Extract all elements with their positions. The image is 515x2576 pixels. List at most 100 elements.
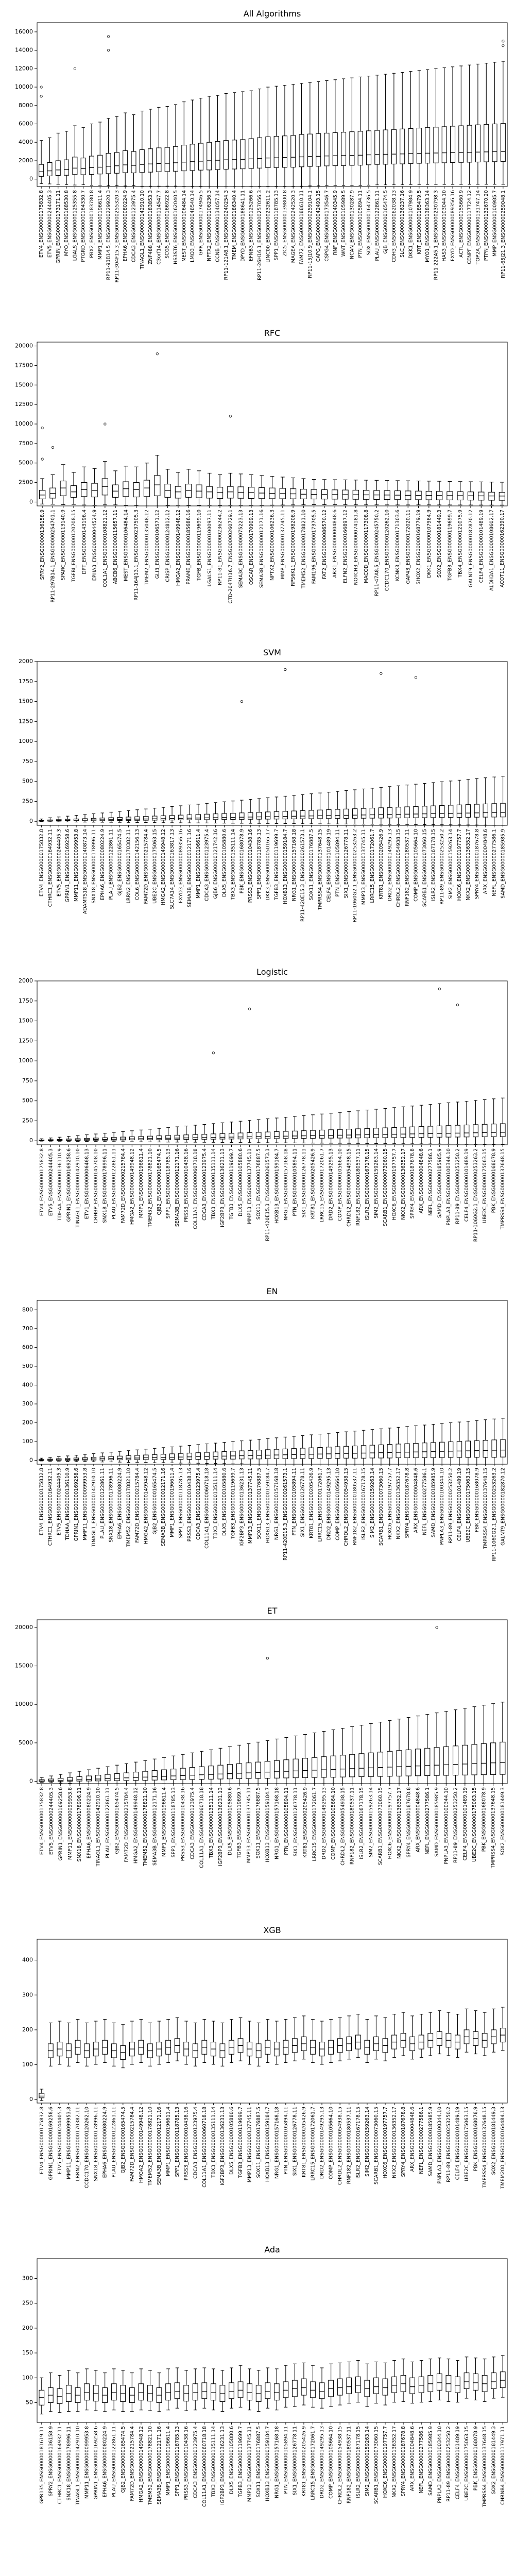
x-tick-label: UBE2C_ENSG00000175063.15 xyxy=(482,1148,488,1223)
iqr-box xyxy=(431,1442,436,1458)
x-tick-label: KRT81_ENSG00000205426.9 xyxy=(301,2107,307,2177)
x-tick-label: PBK_ENSG00000168078.9 xyxy=(239,829,245,893)
box-7 xyxy=(112,470,119,505)
x-tick-label: CRISP_ENSG00000124812.12 xyxy=(165,510,171,582)
outlier-point xyxy=(41,426,44,430)
box-38 xyxy=(382,1108,388,1144)
x-tick-label: SEMA3B_ENSG00000012171.16 xyxy=(157,2107,162,2185)
x-tick-label: SAMD_ENSG00000185985.9 xyxy=(431,1468,436,1537)
box-35 xyxy=(405,480,411,505)
x-tick-label: TMEM52_ENSG00000178821.10 xyxy=(301,510,306,589)
x-tick-label: LGALS_ENSG00000125355.8 xyxy=(72,190,78,261)
iqr-box xyxy=(346,2377,352,2394)
x-tick-label: MMP1_ENSG00000196611.4 xyxy=(196,829,201,899)
box-47 xyxy=(464,1100,470,1145)
box-13 xyxy=(152,1448,158,1463)
x-tick-label: TDHAA_ENSG00000136110.9 xyxy=(57,1148,63,1221)
box-47 xyxy=(433,68,439,185)
x-tick-label: DPYD_ENSG00000188641.11 xyxy=(240,190,246,262)
box-33 xyxy=(326,792,332,824)
iqr-box xyxy=(257,137,263,168)
x-tick-label: NRG1_ENSG00000157168.18 xyxy=(274,1787,280,1859)
iqr-box xyxy=(239,812,245,820)
box-30 xyxy=(352,480,359,505)
iqr-box xyxy=(308,1447,314,1459)
box-28 xyxy=(332,479,338,505)
box-36 xyxy=(415,480,422,505)
x-tick-label: HS3ST6_ENSG00000162040.5 xyxy=(173,190,179,264)
x-tick-label: SNX18_ENSG00000178996.11 xyxy=(91,829,97,904)
x-tick-label: HOXC6_ENSG00000197757.7 xyxy=(457,829,462,901)
x-tick-label: PBK_ENSG00000168078.9 xyxy=(473,2426,479,2490)
box-28 xyxy=(292,2363,298,2407)
box-26 xyxy=(265,797,271,824)
x-tick-label: MAGEA_ENSG00000242520.3 xyxy=(290,190,296,263)
x-tick-label: CDCA3_ENSG00000123975.4 xyxy=(202,1148,208,1221)
box-42 xyxy=(418,2013,424,2058)
iqr-box xyxy=(164,484,171,498)
iqr-box xyxy=(99,818,106,821)
x-tick-label: KRT81_ENSG00000205426.9 xyxy=(379,829,384,900)
x-tick-label: GJB2_ENSG00000165474.5 xyxy=(152,1468,158,1535)
iqr-box xyxy=(441,126,447,163)
box-11 xyxy=(131,114,136,186)
box-35 xyxy=(344,1431,349,1465)
box-16 xyxy=(189,1752,195,1784)
box-50 xyxy=(458,65,464,185)
y-tick-label: 0 xyxy=(29,176,33,182)
iqr-box xyxy=(195,814,201,820)
y-tick-label: 800 xyxy=(22,1306,33,1313)
iqr-box xyxy=(213,1451,218,1460)
box-15 xyxy=(180,1754,186,1784)
x-tick-label: FAM72_ENSG00000188610.11 xyxy=(299,190,305,264)
x-tick-label: RP11-89_ENSG00000253250.2 xyxy=(448,1468,454,1544)
outlier-point xyxy=(380,672,383,675)
iqr-box xyxy=(448,1441,454,1458)
y-tick-label: 1500 xyxy=(19,698,33,705)
box-10 xyxy=(143,463,150,506)
x-tick-label: TGFB3_ENSG00000119699.7 xyxy=(238,2426,244,2498)
box-42 xyxy=(391,73,397,185)
box-32 xyxy=(339,1727,346,1784)
box-18 xyxy=(190,99,195,187)
x-tick-label: NKX2_ENSG00000136352.17 xyxy=(396,1468,402,1539)
box-42 xyxy=(404,785,410,825)
box-11 xyxy=(154,352,161,506)
x-tick-label: MMP1_ENSG00000196611.4 xyxy=(162,1787,167,1857)
box-9 xyxy=(114,116,119,187)
box-34 xyxy=(324,80,330,186)
panel-title: All Algorithms xyxy=(244,9,301,19)
x-tick-label: UBE2C_ENSG00000175063.15 xyxy=(152,829,158,904)
x-tick-label: PNPLA3_ENSG00000100344.10 xyxy=(446,1148,452,1225)
x-tick-label: ARX_ENSG00000004848.6 xyxy=(410,2107,416,2172)
iqr-box xyxy=(439,805,445,818)
iqr-box xyxy=(448,805,454,818)
box-13 xyxy=(152,808,158,823)
y-tick-label: 300 xyxy=(22,1991,33,1998)
box-43 xyxy=(443,1711,449,1784)
x-tick-label: PLAU_ENSG00000122861.11 xyxy=(109,829,114,900)
box-8 xyxy=(111,2368,117,2411)
x-tick-label: RNF182_ENSG00000180537.11 xyxy=(405,829,410,906)
x-tick-label: SIX1_ENSG00000126778.11 xyxy=(300,1468,306,1537)
x-tick-label: DKK1_ENSG00000107984.9 xyxy=(426,510,432,578)
iqr-box xyxy=(500,1123,506,1137)
x-tick-label: SIM2_ENSG00000159263.14 xyxy=(448,829,454,899)
box-31 xyxy=(330,1729,336,1784)
x-tick-label: EPHA3_ENSG00000044524.9 xyxy=(92,510,98,581)
x-tick-label: HMGA2_ENSG00000149948.12 xyxy=(133,1787,139,1863)
box-20 xyxy=(219,2022,226,2066)
box-11 xyxy=(138,1129,144,1142)
box-37 xyxy=(373,2015,379,2060)
iqr-box xyxy=(248,812,253,820)
x-tick-label: TGFB_ENSG00000119699.10 xyxy=(196,510,202,581)
x-tick-label: LRRC15_ENSG00000172061.7 xyxy=(312,1787,318,1861)
box-4 xyxy=(75,1135,81,1142)
iqr-box xyxy=(482,1124,488,1138)
iqr-box xyxy=(76,1776,82,1782)
x-tick-label: LRRC15_ENSG00000172061.7 xyxy=(311,2426,316,2500)
x-tick-label: ARX_ENSG00000004848.6 xyxy=(410,2426,416,2491)
box-27 xyxy=(283,2019,289,2063)
x-tick-label: DRD2_ENSG00000149295.13 xyxy=(319,2426,325,2498)
x-tick-label: ACOT11_ENSG00000162390.17 xyxy=(500,510,505,587)
